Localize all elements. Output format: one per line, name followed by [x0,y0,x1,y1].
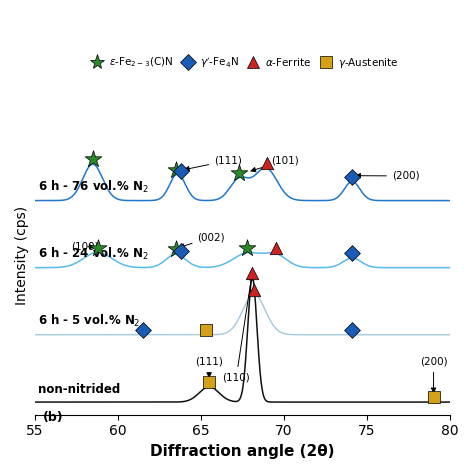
Point [348,326,356,334]
Point [94,244,101,251]
Text: (100): (100) [71,242,99,252]
Text: 6 h - 24 vol.% N$_2$: 6 h - 24 vol.% N$_2$ [38,246,148,262]
Text: (111): (111) [195,357,223,377]
Point [172,166,180,173]
Text: 6 h - 5 vol.% N$_2$: 6 h - 5 vol.% N$_2$ [38,313,140,329]
Point [202,326,210,334]
Legend: $\varepsilon$-Fe$_{2-3}$(C)N, $\gamma'$-Fe$_4$N, $\alpha$-Ferrite, $\gamma$-Aust: $\varepsilon$-Fe$_{2-3}$(C)N, $\gamma'$-… [82,51,403,73]
X-axis label: Diffraction angle (2θ): Diffraction angle (2θ) [150,444,335,459]
Point [205,378,213,386]
Point [139,326,146,334]
Point [177,167,185,175]
Point [348,249,356,257]
Point [172,246,180,253]
Point [250,286,258,293]
Text: (b): (b) [43,411,64,424]
Text: 6 h - 76 vol.% N$_2$: 6 h - 76 vol.% N$_2$ [38,179,148,195]
Point [348,173,356,181]
Point [248,269,256,276]
Text: (110): (110) [222,275,253,382]
Text: (002): (002) [180,232,225,248]
Text: (101): (101) [251,155,299,172]
Text: (200): (200) [420,357,447,392]
Point [244,244,251,252]
Point [177,247,185,255]
Text: (111): (111) [185,155,242,171]
Point [264,160,271,167]
Point [89,155,97,163]
Y-axis label: Intensity (cps): Intensity (cps) [15,206,29,305]
Point [235,169,243,176]
Point [430,393,438,401]
Point [272,245,279,252]
Text: non-nitrided: non-nitrided [38,383,120,396]
Text: (200): (200) [356,171,419,181]
